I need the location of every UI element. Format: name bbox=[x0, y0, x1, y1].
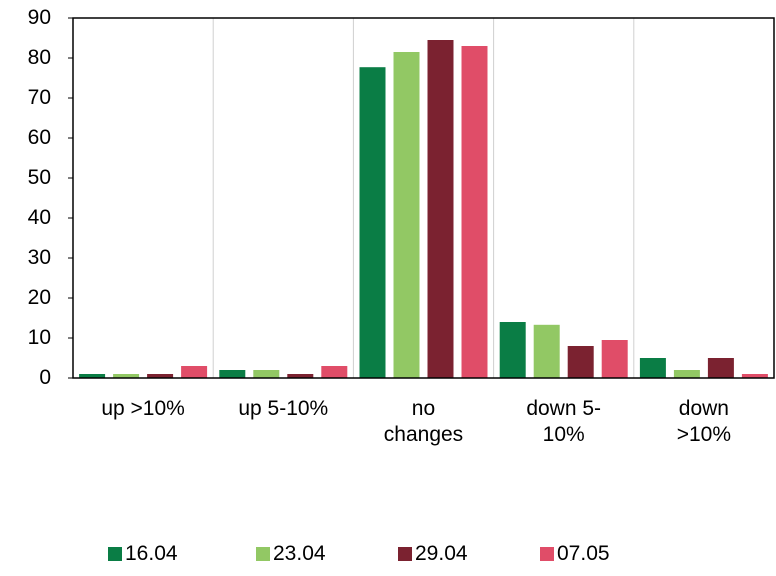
y-tick-label: 30 bbox=[27, 246, 51, 269]
legend-swatch bbox=[256, 547, 270, 561]
bar bbox=[113, 374, 140, 378]
legend-label: 23.04 bbox=[273, 542, 326, 565]
bar bbox=[393, 52, 420, 378]
y-tick-label: 20 bbox=[27, 286, 51, 309]
x-tick-label: up 5-10% bbox=[238, 397, 329, 420]
bar bbox=[287, 374, 314, 378]
bar bbox=[461, 46, 488, 378]
y-tick-label: 0 bbox=[39, 366, 51, 389]
x-tick-label: no changes bbox=[383, 397, 464, 446]
y-tick-label: 50 bbox=[27, 166, 51, 189]
legend-label: 07.05 bbox=[557, 542, 610, 565]
x-tick-label: down >10% bbox=[676, 397, 732, 446]
legend-swatch bbox=[398, 547, 412, 561]
bar bbox=[79, 374, 106, 378]
legend-label: 16.04 bbox=[125, 542, 178, 565]
bar bbox=[499, 322, 526, 378]
bar bbox=[181, 366, 208, 378]
bar bbox=[427, 40, 454, 378]
bar bbox=[147, 374, 174, 378]
y-tick-label: 90 bbox=[27, 6, 51, 29]
bar bbox=[601, 340, 628, 378]
y-tick-label: 40 bbox=[27, 206, 51, 229]
legend-label: 29.04 bbox=[415, 542, 468, 565]
bar bbox=[253, 370, 280, 378]
x-tick-label: down 5- 10% bbox=[526, 397, 602, 446]
bar bbox=[741, 374, 768, 378]
bar bbox=[673, 370, 700, 378]
legend-swatch bbox=[540, 547, 554, 561]
y-tick-label: 80 bbox=[27, 46, 51, 69]
bar bbox=[533, 324, 560, 378]
bar bbox=[639, 358, 666, 378]
bar bbox=[219, 370, 246, 378]
plot-border bbox=[72, 17, 775, 379]
bar bbox=[707, 358, 734, 378]
x-tick-label: up >10% bbox=[101, 397, 185, 420]
legend-swatch bbox=[108, 547, 122, 561]
bar bbox=[321, 366, 348, 378]
y-tick-label: 70 bbox=[27, 86, 51, 109]
bar bbox=[567, 346, 594, 378]
bar bbox=[359, 67, 386, 378]
y-tick-label: 10 bbox=[27, 326, 51, 349]
y-tick-label: 60 bbox=[27, 126, 51, 149]
